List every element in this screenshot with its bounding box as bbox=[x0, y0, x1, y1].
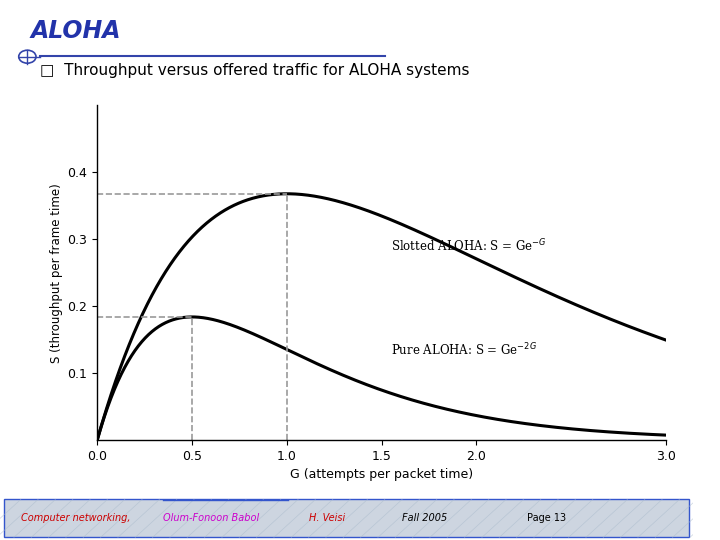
Text: Slotted ALOHA: S = Ge$^{-G}$: Slotted ALOHA: S = Ge$^{-G}$ bbox=[391, 238, 546, 254]
Text: Pure ALOHA: S = Ge$^{-2G}$: Pure ALOHA: S = Ge$^{-2G}$ bbox=[391, 342, 537, 359]
X-axis label: G (attempts per packet time): G (attempts per packet time) bbox=[290, 468, 473, 481]
Text: Fall 2005: Fall 2005 bbox=[402, 514, 447, 523]
Text: H. Veisi: H. Veisi bbox=[309, 514, 345, 523]
Text: Page 13: Page 13 bbox=[527, 514, 566, 523]
Text: Olum-Fonoon Babol: Olum-Fonoon Babol bbox=[163, 514, 259, 523]
Text: Computer networking,: Computer networking, bbox=[21, 514, 130, 523]
Bar bbox=[4, 500, 689, 537]
Text: ALOHA: ALOHA bbox=[30, 19, 121, 43]
Text: □  Throughput versus offered traffic for ALOHA systems: □ Throughput versus offered traffic for … bbox=[40, 63, 469, 78]
Y-axis label: S (throughput per frame time): S (throughput per frame time) bbox=[50, 183, 63, 362]
